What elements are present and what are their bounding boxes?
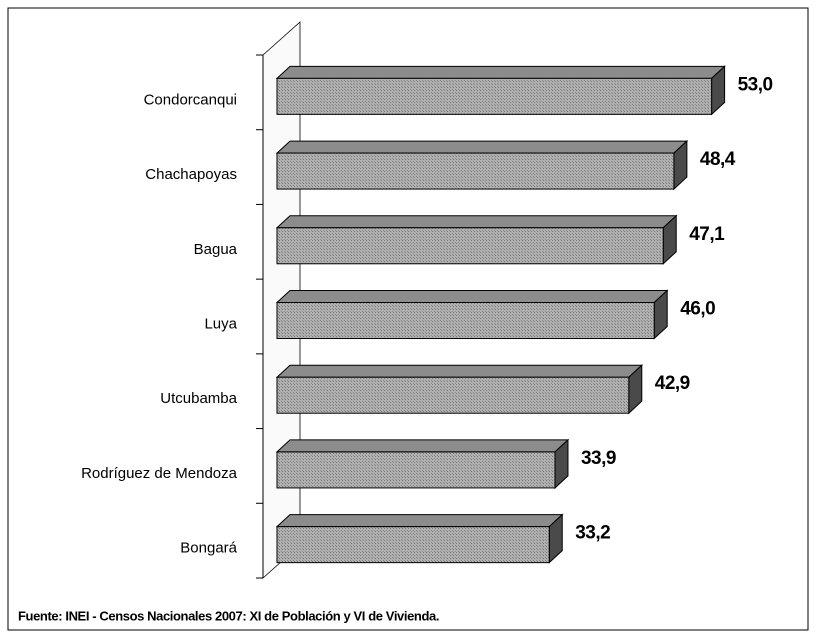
bar-top xyxy=(275,364,644,378)
category-label: Bagua xyxy=(194,241,238,258)
value-label: 42,9 xyxy=(655,373,690,394)
category-label: Bongará xyxy=(180,540,237,557)
value-label: 53,0 xyxy=(738,74,773,95)
category-label: Utcubamba xyxy=(160,390,237,407)
bar xyxy=(276,451,556,489)
bar-top xyxy=(275,290,669,303)
bar xyxy=(276,526,550,564)
value-label: 33,9 xyxy=(581,448,616,469)
value-label: 46,0 xyxy=(680,299,715,320)
bar-top xyxy=(275,140,689,154)
category-label: Luya xyxy=(204,315,237,332)
category-label: Chachapoyas xyxy=(145,166,237,183)
value-label: 48,4 xyxy=(700,149,736,170)
bar xyxy=(276,152,675,190)
bar-top xyxy=(275,65,726,79)
bar-top xyxy=(275,439,570,453)
category-label: Rodríguez de Mendoza xyxy=(81,465,238,482)
category-label: Condorcanqui xyxy=(144,91,237,108)
bar xyxy=(276,227,664,265)
bar xyxy=(276,77,713,115)
bar-top xyxy=(275,514,564,528)
bar-top xyxy=(275,215,678,229)
bar xyxy=(276,302,655,339)
value-label: 33,2 xyxy=(575,523,610,544)
source-note: Fuente: INEI - Censos Nacionales 2007: X… xyxy=(18,608,439,623)
value-label: 47,1 xyxy=(689,224,725,245)
bar xyxy=(276,376,630,414)
